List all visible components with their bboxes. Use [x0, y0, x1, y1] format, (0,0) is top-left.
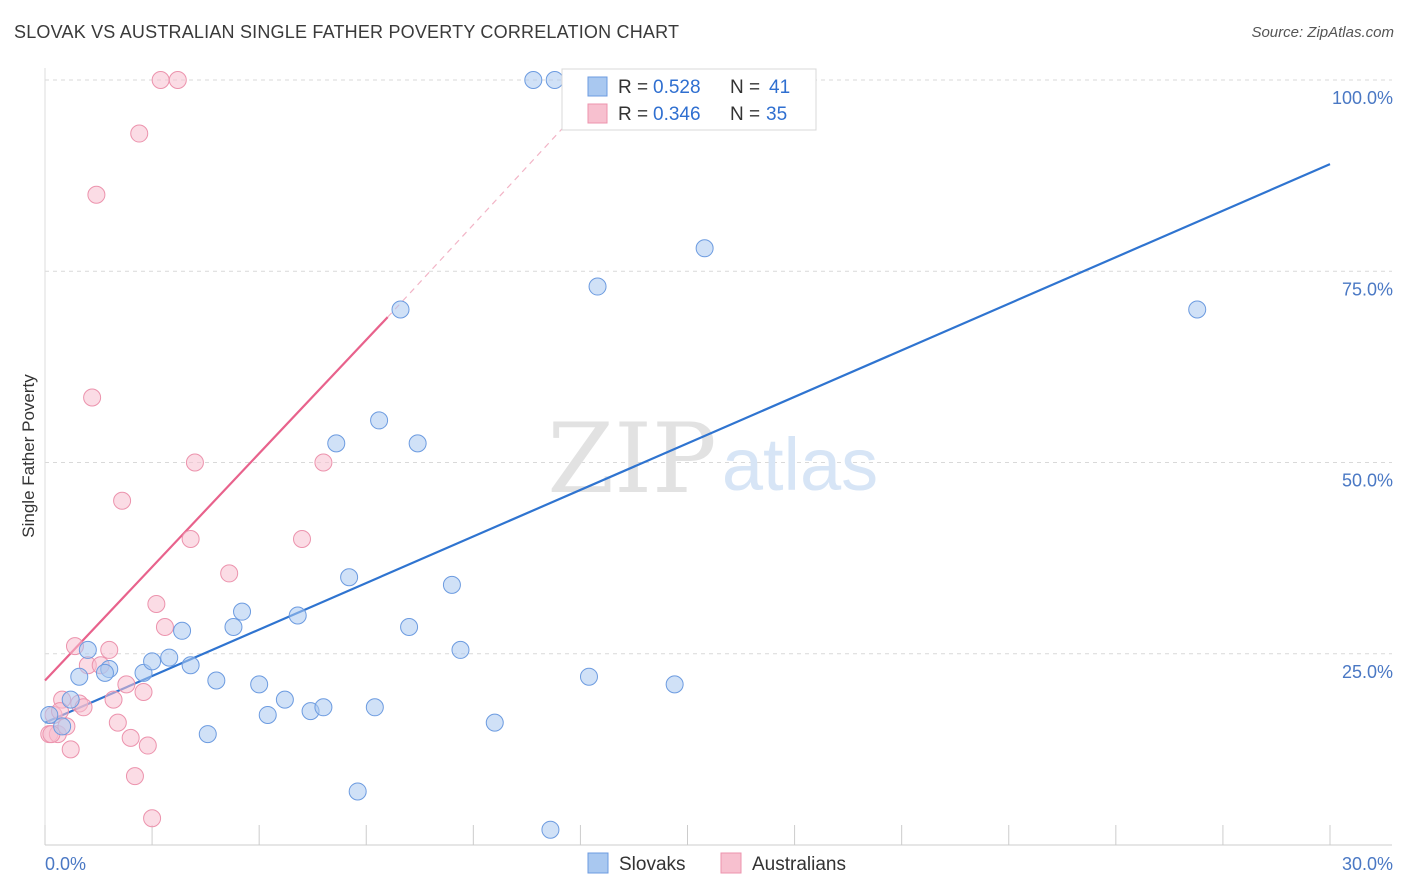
legend-n-value-australians: 35	[766, 104, 787, 125]
point-slovaks	[327, 434, 346, 453]
point-australians	[61, 740, 80, 759]
point-australians	[138, 736, 157, 755]
trendline-australians-extension	[387, 117, 573, 318]
point-slovaks	[391, 300, 410, 319]
data-points	[40, 71, 1207, 839]
point-australians	[87, 185, 106, 204]
point-australians	[143, 809, 162, 828]
bottom-legend: Slovaks Australians	[587, 852, 846, 875]
bottom-legend-swatch-slovaks	[587, 852, 609, 874]
point-slovaks	[340, 568, 359, 587]
y-tick-label: 100.0%	[1332, 88, 1393, 108]
bottom-legend-label-australians: Australians	[752, 854, 846, 875]
legend-n-label-slovaks: N =	[730, 77, 760, 98]
point-slovaks	[288, 606, 307, 625]
point-slovaks	[275, 690, 294, 709]
point-australians	[147, 595, 166, 614]
point-australians	[108, 713, 127, 732]
y-tick-label: 50.0%	[1342, 471, 1393, 491]
legend-n-value-slovaks: 41	[769, 77, 790, 98]
point-slovaks	[258, 705, 277, 724]
watermark-zip: ZIP	[547, 403, 716, 515]
point-slovaks	[314, 698, 333, 717]
point-slovaks	[365, 698, 384, 717]
y-tick-label: 75.0%	[1342, 279, 1393, 299]
point-slovaks	[1188, 300, 1207, 319]
axes	[44, 68, 1392, 846]
point-slovaks	[143, 652, 162, 671]
point-australians	[104, 690, 123, 709]
point-slovaks	[53, 717, 72, 736]
point-australians	[130, 124, 149, 143]
legend-n-label-australians: N =	[730, 104, 760, 125]
point-slovaks	[348, 782, 367, 801]
point-slovaks	[160, 648, 179, 667]
point-slovaks	[233, 602, 252, 621]
x-tick-label-max: 30.0%	[1342, 854, 1393, 874]
point-slovaks	[370, 411, 389, 430]
point-slovaks	[588, 277, 607, 296]
point-slovaks	[400, 617, 419, 636]
point-slovaks	[579, 667, 598, 686]
point-australians	[117, 675, 136, 694]
point-slovaks	[485, 713, 504, 732]
point-slovaks	[695, 239, 714, 258]
point-australians	[185, 453, 204, 472]
watermark-atlas: atlas	[722, 423, 878, 506]
point-slovaks	[442, 575, 461, 594]
point-slovaks	[541, 820, 560, 839]
point-slovaks	[545, 71, 564, 89]
point-australians	[314, 453, 333, 472]
point-slovaks	[524, 71, 543, 89]
point-australians	[113, 491, 132, 510]
point-australians	[125, 767, 144, 786]
point-australians	[181, 530, 200, 548]
point-slovaks	[181, 656, 200, 675]
point-slovaks	[95, 663, 114, 682]
point-slovaks	[61, 690, 80, 709]
gridlines	[45, 79, 1392, 655]
bottom-legend-swatch-australians	[720, 852, 742, 874]
legend-swatch-australians	[587, 103, 608, 124]
bottom-legend-label-slovaks: Slovaks	[619, 854, 686, 875]
trendline-slovaks	[44, 163, 1331, 724]
point-slovaks	[40, 705, 59, 724]
point-slovaks	[70, 667, 89, 686]
legend-r-label-australians: R =	[618, 104, 648, 125]
legend-box: R = 0.528 N = 41 R = 0.346 N = 35	[561, 68, 817, 131]
chart-title: SLOVAK VS AUSTRALIAN SINGLE FATHER POVER…	[14, 22, 680, 42]
legend-r-value-slovaks: 0.528	[653, 77, 701, 98]
legend-r-label-slovaks: R =	[618, 77, 648, 98]
point-australians	[293, 530, 311, 548]
legend-r-value-australians: 0.346	[653, 104, 701, 125]
legend-swatch-slovaks	[587, 76, 608, 97]
point-australians	[151, 71, 170, 89]
point-slovaks	[665, 675, 684, 694]
point-slovaks	[224, 617, 243, 636]
trendlines	[44, 117, 1331, 724]
x-tick-labels: 0.0% 30.0%	[45, 854, 1393, 874]
point-slovaks	[207, 671, 226, 690]
point-australians	[121, 728, 140, 747]
point-slovaks	[78, 640, 97, 659]
point-slovaks	[250, 675, 269, 694]
point-australians	[134, 683, 153, 701]
point-slovaks	[408, 434, 427, 453]
point-australians	[168, 71, 187, 89]
watermark: ZIP atlas	[547, 403, 878, 515]
point-australians	[83, 388, 102, 407]
point-australians	[100, 640, 119, 659]
x-tick-label-min: 0.0%	[45, 854, 86, 874]
trendline-australians	[44, 316, 389, 682]
point-australians	[155, 617, 174, 636]
source-label: Source: ZipAtlas.com	[1251, 24, 1394, 41]
point-slovaks	[173, 621, 192, 640]
y-tick-labels: 25.0% 50.0% 75.0% 100.0%	[1332, 88, 1393, 682]
y-tick-label: 25.0%	[1342, 662, 1393, 682]
point-slovaks	[451, 640, 470, 659]
point-australians	[220, 564, 239, 583]
point-slovaks	[198, 725, 217, 744]
y-axis-label: Single Father Poverty	[19, 374, 38, 538]
